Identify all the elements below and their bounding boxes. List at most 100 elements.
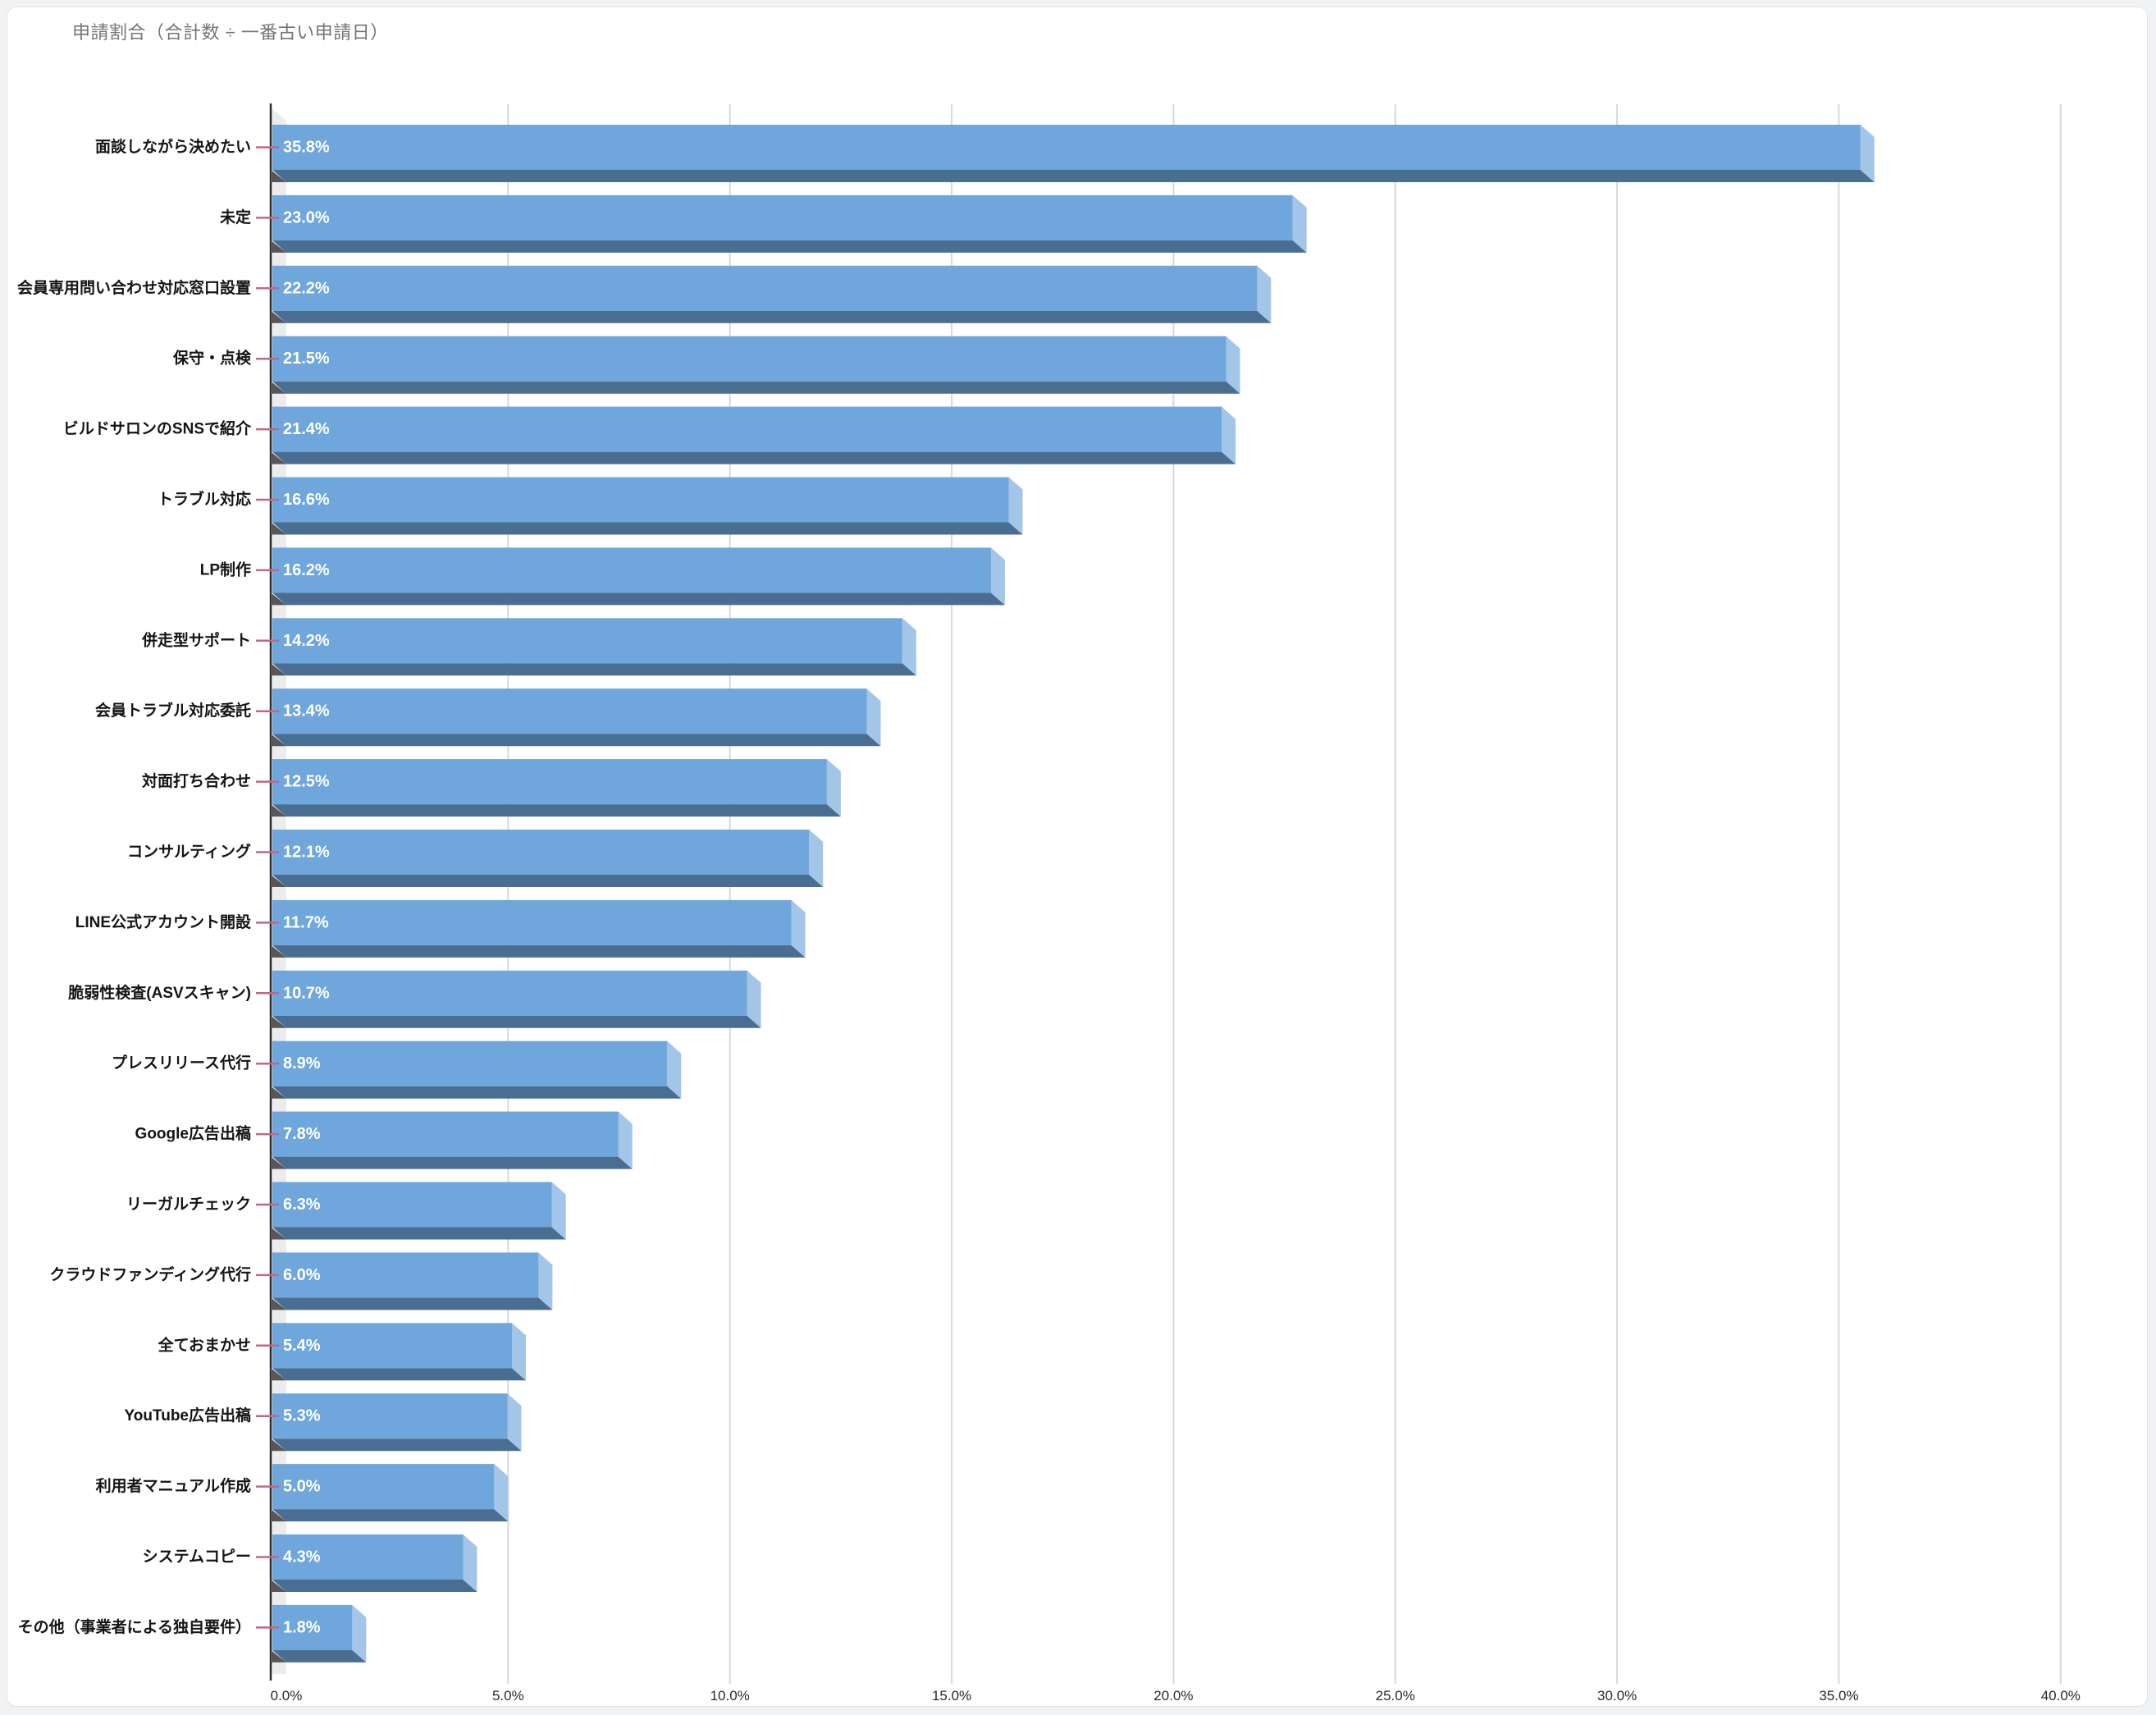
- bar-wall-shadow-wedge: [271, 592, 286, 606]
- bar-end-cap: [494, 1464, 509, 1522]
- category-label: リーガルチェック: [126, 1196, 251, 1214]
- bar-end-cap: [1008, 477, 1023, 535]
- x-axis-tick-label: 35.0%: [1819, 1688, 1858, 1704]
- bar-end-cap: [791, 899, 806, 958]
- bar[interactable]: [272, 1534, 464, 1580]
- bar[interactable]: [272, 547, 991, 593]
- category-label: YouTube広告出稿: [125, 1406, 251, 1425]
- bar-end-cap: [809, 830, 824, 887]
- bar-wall-shadow-wedge: [271, 875, 286, 887]
- bar-bottom-face: [272, 663, 916, 676]
- bar[interactable]: [272, 970, 747, 1016]
- bar-value-label: 6.0%: [283, 1266, 321, 1284]
- bar-end-cap: [667, 1040, 682, 1099]
- x-axis-tick-label: 15.0%: [932, 1688, 971, 1704]
- bar-bottom-face: [272, 381, 1240, 394]
- bar-value-label: 7.8%: [283, 1125, 321, 1143]
- category-label: 会員トラブル対応委託: [95, 701, 251, 720]
- bar[interactable]: [272, 1040, 668, 1086]
- bar-wall-shadow-wedge: [271, 734, 286, 747]
- bar-value-label: 5.3%: [283, 1407, 321, 1425]
- bar[interactable]: [272, 1393, 508, 1439]
- bar-end-cap: [1226, 336, 1240, 394]
- bar-end-cap: [826, 759, 841, 817]
- bar-end-cap: [866, 688, 881, 747]
- bar-wall-shadow-wedge: [271, 1227, 286, 1240]
- bar-value-label: 12.5%: [283, 773, 330, 791]
- category-label: その他（事業者による独自要件）: [18, 1617, 251, 1636]
- bar[interactable]: [272, 1111, 619, 1157]
- bar[interactable]: [272, 830, 810, 875]
- bar-wall-shadow-wedge: [271, 1297, 286, 1310]
- bar[interactable]: [272, 688, 867, 734]
- bar-end-cap: [1292, 194, 1307, 253]
- bar-bottom-face: [272, 592, 1005, 606]
- bar[interactable]: [272, 1323, 512, 1369]
- bar-wall-shadow-wedge: [271, 240, 286, 253]
- bar-bottom-face: [272, 522, 1023, 535]
- bar-wall-shadow-wedge: [271, 1156, 286, 1169]
- x-axis-tick-label: 10.0%: [710, 1688, 750, 1704]
- bar-wall-shadow-wedge: [271, 522, 286, 535]
- bar-end-cap: [618, 1111, 633, 1169]
- bar-wall-shadow-wedge: [271, 1086, 286, 1099]
- bar-value-label: 5.4%: [283, 1337, 321, 1355]
- bar[interactable]: [272, 265, 1258, 311]
- bar-value-label: 4.3%: [283, 1548, 321, 1566]
- bar-value-label: 1.8%: [283, 1618, 321, 1636]
- bar[interactable]: [272, 1252, 539, 1298]
- bar-bottom-face: [272, 1509, 509, 1522]
- bar-end-cap: [747, 970, 761, 1028]
- bar-bottom-face: [272, 240, 1307, 253]
- bar-bottom-face: [272, 1156, 633, 1169]
- bar-bottom-face: [272, 1649, 367, 1662]
- category-label: コンサルティング: [127, 842, 251, 861]
- bar[interactable]: [272, 194, 1293, 240]
- bar[interactable]: [272, 1604, 353, 1650]
- bar-value-label: 16.6%: [283, 491, 330, 509]
- category-label: プレスリリース代行: [112, 1054, 251, 1072]
- bar-value-label: 21.4%: [283, 420, 330, 438]
- bar-wall-shadow-wedge: [271, 1649, 286, 1662]
- bar[interactable]: [272, 1464, 495, 1510]
- bar-bottom-face: [272, 1580, 477, 1592]
- bar-bottom-face: [272, 310, 1272, 323]
- bar-wall-shadow-wedge: [271, 381, 286, 394]
- category-label: 会員専用問い合わせ対応窓口設置: [17, 278, 251, 297]
- x-axis-tick-label: 5.0%: [492, 1688, 524, 1704]
- bar-value-label: 8.9%: [283, 1054, 321, 1072]
- bar-end-cap: [507, 1393, 522, 1452]
- bar[interactable]: [272, 899, 792, 945]
- bar[interactable]: [272, 1182, 552, 1228]
- x-axis-tick-label: 20.0%: [1153, 1688, 1193, 1704]
- bar-end-cap: [511, 1323, 526, 1381]
- bar[interactable]: [272, 406, 1222, 452]
- bar-wall-shadow-wedge: [271, 310, 286, 323]
- category-label: LINE公式アカウント開設: [75, 912, 252, 931]
- category-label: 利用者マニュアル作成: [96, 1476, 251, 1495]
- bar-wall-shadow-wedge: [271, 944, 286, 958]
- bar-value-label: 21.5%: [283, 350, 330, 368]
- bar-end-cap: [1222, 406, 1236, 464]
- chart-title: 申請割合（合計数 ÷ 一番古い申請日）: [72, 22, 389, 43]
- category-label: 面談しながら決めたい: [95, 137, 251, 156]
- bar-wall-shadow-wedge: [271, 1580, 286, 1592]
- bar-wall-shadow-wedge: [271, 804, 286, 817]
- bar[interactable]: [272, 759, 827, 805]
- bar-wall-shadow-wedge: [271, 1015, 286, 1028]
- bar-end-cap: [1257, 265, 1272, 323]
- category-label: ビルドサロンのSNSで紹介: [63, 419, 252, 438]
- bar[interactable]: [272, 125, 1861, 170]
- bar-bottom-face: [272, 1227, 566, 1240]
- bar[interactable]: [272, 618, 902, 664]
- bar-value-label: 6.3%: [283, 1196, 321, 1214]
- bar-value-label: 12.1%: [283, 844, 330, 862]
- bar[interactable]: [272, 477, 1009, 523]
- bar-bottom-face: [272, 1086, 682, 1099]
- bar-value-label: 11.7%: [283, 913, 329, 931]
- bar-value-label: 22.2%: [283, 279, 330, 297]
- bar-bottom-face: [272, 1297, 553, 1310]
- bar[interactable]: [272, 336, 1226, 382]
- bar-wall-shadow-wedge: [271, 1438, 286, 1452]
